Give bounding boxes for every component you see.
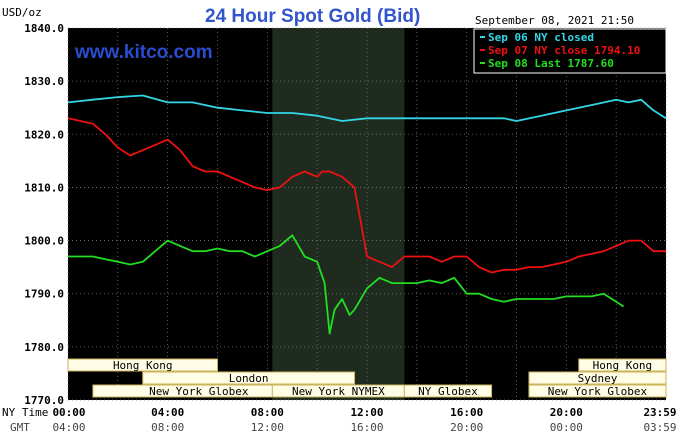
ny-time-title: NY Time [2, 406, 48, 419]
session-block: New York Globex [92, 384, 306, 398]
y-tick-label: 1790.0 [24, 288, 64, 301]
y-tick-label: 1840.0 [24, 22, 64, 35]
series-line-1 [67, 94, 667, 122]
chart-title: 24 Hour Spot Gold (Bid) [205, 6, 420, 27]
gmt-tick: 04:00 [52, 421, 85, 434]
gmt-tick: 16:00 [350, 421, 383, 434]
kitco-watermark: www.kitco.com [74, 42, 213, 63]
nymex-session-shade [272, 28, 405, 400]
session-label: New York Globex [548, 385, 648, 398]
session-bar [67, 358, 218, 372]
legend-label: Sep 06 NY closed [488, 31, 594, 44]
session-label: New York Globex [149, 385, 249, 398]
gmt-tick: 08:00 [151, 421, 184, 434]
gmt-title: GMT [10, 421, 30, 434]
session-block: New York NYMEX [271, 384, 405, 398]
session-bar [142, 371, 356, 385]
session-bar [528, 371, 667, 385]
x-axis-ticks: 00:00 04:00 08:00 12:00 16:00 20:00 23:59 04:00… [52, 406, 676, 434]
ny-time-tick: 00:00 [52, 406, 85, 419]
ny-time-tick: 08:00 [251, 406, 284, 419]
session-block: New York Globex [528, 384, 667, 398]
session-block: Sydney [528, 371, 667, 385]
y-tick-label: 1770.0 [24, 394, 64, 407]
session-label: Hong Kong [113, 359, 173, 372]
session-block: NY Globex [403, 384, 493, 398]
session-block: Hong Kong [67, 358, 218, 372]
session-bar [403, 384, 493, 398]
y-tick-label: 1800.0 [24, 235, 64, 248]
series-line-3 [68, 234, 625, 335]
ny-time-tick: 16:00 [450, 406, 483, 419]
session-label: New York NYMEX [292, 385, 385, 398]
session-bar [528, 384, 667, 398]
session-block: Hong Kong [578, 358, 667, 372]
ny-time-tick: 12:00 [350, 406, 383, 419]
gmt-tick: 20:00 [450, 421, 483, 434]
series-layer [67, 94, 667, 335]
legend-label: Sep 08 Last 1787.60 [488, 57, 614, 70]
y-tick-label: 1830.0 [24, 75, 64, 88]
session-label: Sydney [578, 372, 618, 385]
gmt-tick: 00:00 [550, 421, 583, 434]
ny-time-tick: 04:00 [151, 406, 184, 419]
legend-box [473, 28, 667, 74]
y-tick-label: 1810.0 [24, 181, 64, 194]
y-tick-label: 1820.0 [24, 128, 64, 141]
session-block: London [142, 371, 356, 385]
y-tick-label: 1780.0 [24, 341, 64, 354]
gmt-tick: 12:00 [251, 421, 284, 434]
ny-time-tick: 23:59 [643, 406, 676, 419]
unit-label: USD/oz [2, 6, 42, 19]
gmt-tick: 03:59 [643, 421, 676, 434]
y-axis-ticks: 1840.0 1830.0 1820.0 1810.0 1800.0 1790.0 1780… [24, 22, 64, 407]
session-label: London [229, 372, 269, 385]
session-bar [578, 358, 667, 372]
datetime-label: September 08, 2021 21:50 [475, 14, 634, 27]
ny-time-tick: 20:00 [550, 406, 583, 419]
session-label: Hong Kong [593, 359, 653, 372]
session-label: NY Globex [418, 385, 478, 398]
legend-label: Sep 07 NY close 1794.10 [488, 44, 640, 57]
series-line-2 [67, 117, 666, 274]
